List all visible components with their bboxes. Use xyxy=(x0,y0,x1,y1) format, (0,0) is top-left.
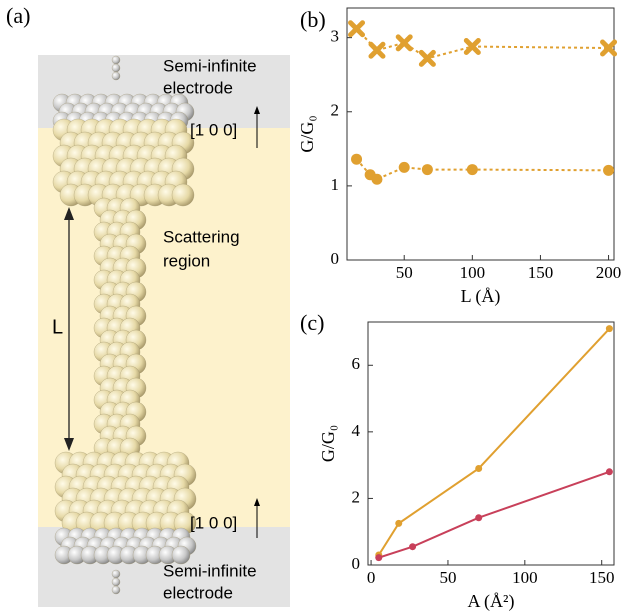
point xyxy=(418,49,436,67)
point xyxy=(475,514,483,522)
atom xyxy=(171,183,195,207)
direction-label: [1 0 0] xyxy=(190,120,237,139)
diagram: (a) Semi-infinite electrode [1 0 0] Scat… xyxy=(6,3,290,607)
atom xyxy=(111,569,121,579)
y-tick-label: 1 xyxy=(331,175,340,194)
point xyxy=(603,164,615,176)
point xyxy=(395,519,403,527)
x-tick-label: 200 xyxy=(596,263,622,282)
point xyxy=(463,38,481,56)
y-tick-label: 4 xyxy=(352,421,361,440)
point xyxy=(398,161,410,173)
arrow-head xyxy=(254,106,260,114)
y-tick-label: 0 xyxy=(331,249,340,268)
point xyxy=(368,41,386,59)
atom xyxy=(111,585,121,595)
series-line xyxy=(378,470,610,559)
point xyxy=(348,20,366,38)
x-tick-label: 50 xyxy=(439,568,456,587)
point xyxy=(395,34,413,52)
x-tick-label: 0 xyxy=(367,568,376,587)
panel-label: (c) xyxy=(300,310,324,335)
atom xyxy=(111,63,121,73)
point xyxy=(605,468,613,476)
x-tick-label: 100 xyxy=(512,568,538,587)
y-tick-label: 2 xyxy=(331,101,340,120)
electrode-label: electrode xyxy=(163,78,233,97)
x-tick-label: 50 xyxy=(396,263,413,282)
series-line xyxy=(355,158,609,181)
point xyxy=(475,464,483,472)
point xyxy=(466,164,478,176)
x-axis-label: A (Å²) xyxy=(468,591,515,612)
electrode-label: electrode xyxy=(163,583,233,602)
atom xyxy=(171,545,191,565)
region-label: Scattering xyxy=(163,227,240,246)
point xyxy=(605,325,613,333)
y-tick-label: 2 xyxy=(352,487,361,506)
point xyxy=(375,554,383,562)
direction-label: [1 0 0] xyxy=(190,513,237,532)
x-tick-label: 150 xyxy=(589,568,615,587)
arrow-head xyxy=(254,498,260,506)
x-tick-label: 150 xyxy=(528,263,554,282)
y-axis-label: G/G₀ xyxy=(318,425,338,462)
electrode-label: Semi-infinite xyxy=(163,561,257,580)
atom xyxy=(111,71,121,81)
point xyxy=(351,153,363,165)
electrode-label: Semi-infinite xyxy=(163,56,257,75)
plot-frame xyxy=(367,321,615,566)
panel-label: (a) xyxy=(6,3,30,28)
length-label: L xyxy=(52,316,63,338)
y-tick-label: 0 xyxy=(352,554,361,573)
y-axis-label: G/G₀ xyxy=(297,115,317,152)
y-tick-label: 3 xyxy=(331,27,340,46)
atom xyxy=(111,55,121,65)
region-label: region xyxy=(163,251,210,270)
point xyxy=(371,173,383,185)
point xyxy=(409,543,417,551)
x-tick-label: 100 xyxy=(460,263,486,282)
atom xyxy=(111,577,121,587)
y-tick-label: 6 xyxy=(352,354,361,373)
series-line xyxy=(377,327,611,556)
series-line xyxy=(355,28,609,60)
atoms xyxy=(52,55,197,595)
point xyxy=(600,39,618,57)
plot-frame xyxy=(346,7,615,261)
panel-label: (b) xyxy=(300,7,326,32)
point xyxy=(421,164,433,176)
x-axis-label: L (Å) xyxy=(461,286,501,307)
